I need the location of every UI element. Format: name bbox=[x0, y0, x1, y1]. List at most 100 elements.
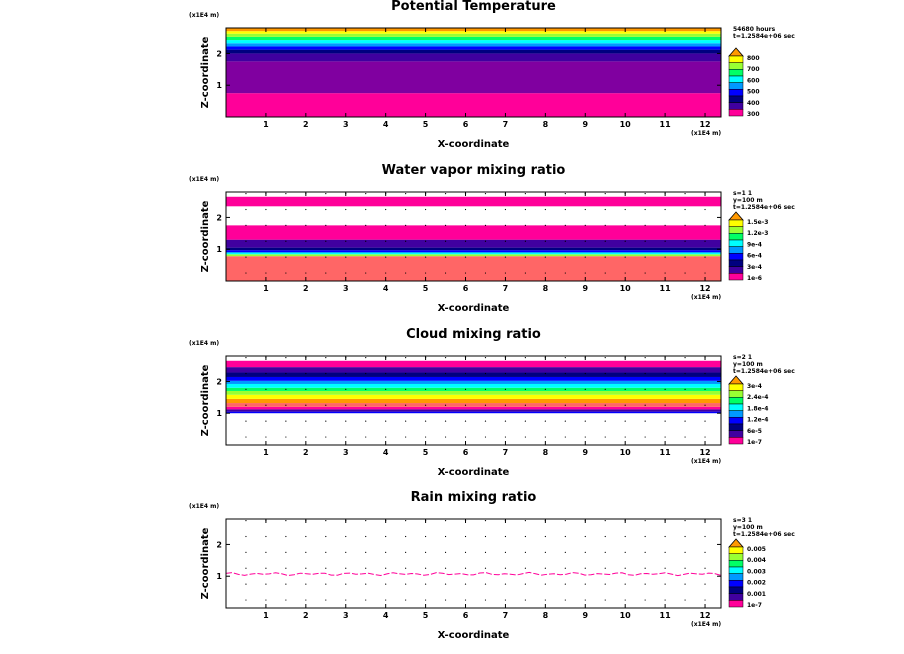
grid-dot bbox=[584, 535, 586, 538]
grid-dot bbox=[524, 436, 526, 438]
plot-area bbox=[226, 519, 721, 608]
x-tick-label: 10 bbox=[620, 284, 632, 293]
grid-dot bbox=[524, 272, 526, 274]
grid-dot bbox=[644, 420, 646, 422]
grid-dot bbox=[584, 208, 586, 211]
grid-dot bbox=[265, 272, 267, 274]
grid-dot bbox=[604, 208, 606, 211]
grid-dot bbox=[524, 256, 526, 258]
grid-dot bbox=[464, 388, 467, 390]
contour-band bbox=[226, 28, 721, 32]
x-axis-label: X-coordinate bbox=[438, 139, 510, 150]
grid-dot bbox=[564, 404, 566, 406]
grid-dot bbox=[584, 240, 586, 242]
grid-dot bbox=[265, 567, 267, 569]
x-tick-label: 2 bbox=[303, 448, 309, 457]
grid-dot bbox=[484, 420, 487, 422]
grid-dot bbox=[584, 583, 586, 585]
grid-dot bbox=[684, 240, 686, 242]
grid-dot bbox=[285, 224, 287, 226]
grid-dot bbox=[265, 420, 267, 422]
grid-dot bbox=[345, 583, 347, 585]
grid-dot bbox=[365, 356, 367, 359]
grid-dot bbox=[604, 388, 606, 390]
grid-dot bbox=[245, 567, 247, 569]
grid-dot bbox=[564, 583, 566, 585]
x-tick-label: 1 bbox=[263, 284, 269, 293]
grid-dot bbox=[444, 519, 447, 522]
grid-dot bbox=[325, 420, 327, 422]
grid-dot bbox=[345, 240, 347, 242]
grid-dot bbox=[405, 372, 407, 375]
grid-dot bbox=[345, 372, 347, 375]
grid-dot bbox=[365, 224, 367, 226]
grid-dot bbox=[664, 404, 666, 406]
grid-dot bbox=[405, 272, 407, 274]
grid-dot bbox=[644, 404, 646, 406]
grid-dot bbox=[484, 372, 487, 375]
grid-dot bbox=[405, 583, 407, 585]
grid-dot bbox=[444, 420, 447, 422]
grid-dot bbox=[564, 272, 566, 274]
grid-dot bbox=[664, 388, 666, 390]
colorbar-swatch bbox=[728, 259, 744, 267]
y-axis-label: Z-coordinate bbox=[200, 200, 211, 272]
x-tick-label: 10 bbox=[620, 120, 632, 129]
x-tick-label: 9 bbox=[582, 120, 588, 129]
grid-dot bbox=[484, 208, 487, 211]
grid-dot bbox=[325, 599, 327, 601]
colorbar-arrow bbox=[728, 211, 744, 221]
colorbar-label: 9e-4 bbox=[747, 241, 762, 248]
colorbar-label: 300 bbox=[747, 111, 760, 118]
grid-dot bbox=[345, 551, 347, 553]
grid-dot bbox=[664, 551, 666, 553]
y-unit-label: (x1E4 m) bbox=[189, 340, 219, 347]
grid-dot bbox=[584, 272, 586, 274]
grid-dot bbox=[405, 404, 407, 406]
x-tick-label: 6 bbox=[463, 120, 469, 129]
grid-dot bbox=[544, 420, 546, 422]
colorbar-label: 700 bbox=[747, 66, 760, 73]
grid-dot bbox=[424, 583, 427, 585]
colorbar-swatch bbox=[728, 82, 744, 90]
grid-dot bbox=[305, 224, 307, 226]
grid-dot bbox=[444, 551, 447, 553]
grid-dot bbox=[624, 436, 626, 438]
contour-band bbox=[226, 40, 721, 44]
grid-dot bbox=[704, 404, 706, 406]
chart-title: Rain mixing ratio bbox=[411, 490, 537, 505]
x-tick-label: 7 bbox=[503, 611, 509, 620]
grid-dot bbox=[564, 356, 566, 359]
grid-dot bbox=[345, 256, 347, 258]
grid-dot bbox=[385, 567, 387, 569]
grid-dot bbox=[365, 567, 367, 569]
grid-dot bbox=[385, 551, 387, 553]
contour-band bbox=[226, 380, 721, 384]
grid-dot bbox=[245, 535, 247, 538]
contour-band bbox=[226, 239, 721, 248]
grid-dot bbox=[405, 519, 407, 522]
grid-dot bbox=[544, 224, 546, 226]
grid-dot bbox=[484, 224, 487, 226]
y-axis-label: Z-coordinate bbox=[200, 527, 211, 599]
x-tick-label: 9 bbox=[582, 611, 588, 620]
grid-dot bbox=[624, 240, 626, 242]
contour-band bbox=[226, 403, 721, 407]
grid-dot bbox=[385, 535, 387, 538]
grid-dot bbox=[444, 208, 447, 211]
grid-dot bbox=[604, 192, 606, 195]
grid-dot bbox=[684, 208, 686, 211]
grid-dot bbox=[245, 192, 247, 195]
colorbar-label: 0.001 bbox=[747, 591, 766, 598]
x-tick-label: 7 bbox=[503, 284, 509, 293]
contour-band bbox=[226, 61, 721, 94]
grid-dot bbox=[644, 372, 646, 375]
colorbar-label: 1.5e-3 bbox=[747, 219, 768, 226]
x-tick-label: 12 bbox=[699, 120, 710, 129]
x-tick-label: 3 bbox=[343, 448, 349, 457]
grid-dot bbox=[265, 535, 267, 538]
grid-dot bbox=[424, 420, 427, 422]
colorbar-swatch bbox=[728, 566, 744, 574]
x-tick-label: 9 bbox=[582, 284, 588, 293]
grid-dot bbox=[644, 599, 646, 601]
